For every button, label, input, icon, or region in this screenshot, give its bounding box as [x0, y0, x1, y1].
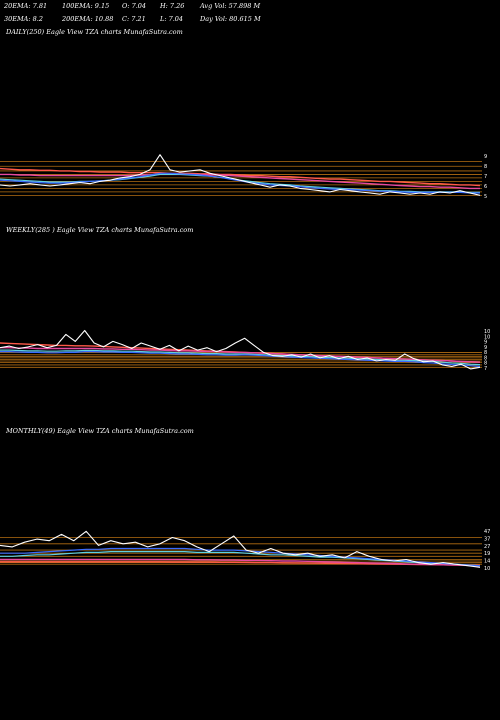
monthly-tick-label: 10: [484, 566, 490, 572]
stat-20ema: 20EMA: 7.81: [4, 2, 48, 10]
daily-ema200-line: [0, 167, 481, 187]
stat-avg-vol: Avg Vol: 57.898 M: [200, 2, 261, 10]
daily-price-line: [0, 154, 481, 196]
stat-open: O: 7.04: [122, 2, 147, 10]
stat-close: C: 7.21: [122, 15, 146, 23]
weekly-tick-label: 8: [484, 355, 487, 361]
daily-tick-label: 6: [484, 184, 487, 190]
weekly-ema30-line: [0, 349, 481, 366]
monthly-tick-label: 47: [484, 529, 490, 535]
stat-30ema: 30EMA: 8.2: [4, 15, 43, 23]
stat-day-vol: Day Vol: 80.615 M: [200, 15, 261, 23]
weekly-tick-label: 9: [484, 345, 487, 351]
weekly-tick-label: 9: [484, 340, 487, 346]
daily-tick-label: 8: [484, 164, 487, 170]
daily-tick-label: 5: [484, 194, 487, 200]
weekly-price-line: [0, 329, 481, 370]
monthly-tick-label: 14: [484, 559, 490, 565]
monthly-tick-label: 27: [484, 544, 490, 550]
monthly-ema100-line: [0, 558, 481, 567]
weekly-tick-label: 10: [484, 334, 490, 340]
panel-label-daily: DAILY(250) Eagle View TZA charts MunafaS…: [6, 28, 183, 36]
daily-tick-label: 9: [484, 154, 487, 160]
weekly-ema100-line: [0, 347, 481, 363]
stat-100ema: 100EMA: 9.15: [62, 2, 110, 10]
daily-ema100-line: [0, 173, 480, 190]
monthly-price-line: [0, 530, 481, 568]
weekly-tick-label: 7: [484, 366, 487, 372]
monthly-ema20-line: [0, 547, 481, 567]
panel-label-monthly: MONTHLY(49) Eagle View TZA charts Munafa…: [6, 427, 194, 435]
weekly-tick-label: 8: [484, 350, 487, 356]
weekly-tick-label: 10: [484, 329, 490, 335]
monthly-ema30-line: [0, 550, 481, 567]
weekly-tick-label: 8: [484, 361, 487, 367]
monthly-tick-label: 19: [484, 551, 490, 557]
daily-tick-label: 7: [484, 174, 487, 180]
stat-low: L: 7.04: [160, 15, 184, 23]
stat-high: H: 7.26: [160, 2, 185, 10]
stat-200ema: 200EMA: 10.88: [62, 15, 114, 23]
panel-label-weekly: WEEKLY(285 ) Eagle View TZA charts Munaf…: [6, 226, 194, 234]
monthly-tick-label: 37: [484, 536, 490, 542]
daily-ema20-line: [0, 172, 480, 194]
weekly-ema20-line: [0, 351, 481, 368]
